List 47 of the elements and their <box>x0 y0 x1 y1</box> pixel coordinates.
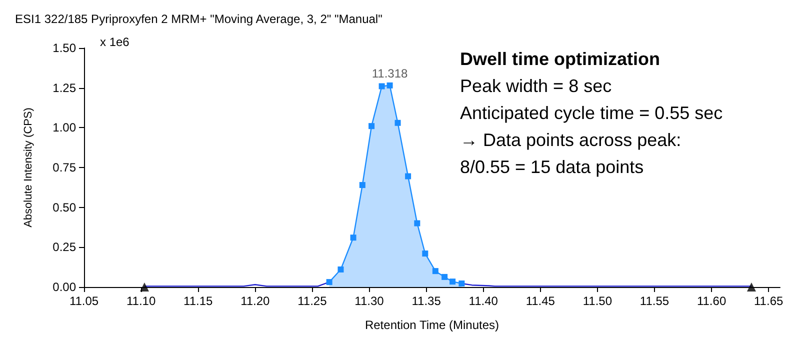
point <box>422 250 428 257</box>
point <box>450 278 456 285</box>
x-tick-label: 11.45 <box>526 294 556 308</box>
x-tick-label: 11.15 <box>184 294 213 308</box>
point <box>140 282 149 292</box>
y-tick-label: 1.00 <box>52 120 76 135</box>
x-tick-label: 11.50 <box>582 294 612 308</box>
chart-title: ESI1 322/185 Pyriproxyfen 2 MRM+ "Moving Average, 3, 2" "Manual" <box>15 12 382 26</box>
x-tick-label: 11.35 <box>412 294 442 308</box>
annotation: 11.318 <box>372 66 408 80</box>
point <box>458 280 465 286</box>
annotation: → Data points across peak: <box>460 130 682 150</box>
annotation: Anticipated cycle time = 0.55 sec <box>460 103 723 123</box>
point <box>338 266 344 272</box>
point <box>386 82 393 88</box>
y-tick-label: 0.25 <box>52 240 76 254</box>
point <box>394 120 401 126</box>
point <box>746 282 756 292</box>
x-tick-label: 11.20 <box>240 294 270 308</box>
x-tick-label: 11.60 <box>696 294 726 308</box>
point <box>432 268 438 274</box>
x-tick-label: 11.10 <box>126 294 156 308</box>
x-tick-label: 11.55 <box>640 294 670 308</box>
point <box>350 234 356 241</box>
x-tick-label: 11.40 <box>468 294 498 308</box>
x-tick-label: 11.25 <box>298 294 328 308</box>
point <box>326 279 332 286</box>
x-tick-label: 11.65 <box>754 294 784 308</box>
y-tick-label: 0.75 <box>52 160 76 174</box>
y-tick-label: 1.50 <box>52 41 76 55</box>
point <box>359 182 366 188</box>
annotation: Peak width = 8 sec <box>460 76 612 96</box>
point <box>414 220 420 226</box>
y-tick-label: 0.50 <box>52 200 76 214</box>
y-tick-label: 1.25 <box>52 80 76 95</box>
y-tick-label: 0.00 <box>52 280 76 294</box>
x-tick-label: 11.05 <box>69 294 99 308</box>
annotation: Dwell time optimization <box>460 49 660 69</box>
point <box>442 274 448 280</box>
x-tick-label: 11.30 <box>354 294 384 308</box>
point <box>378 83 385 90</box>
annotation: 8/0.55 = 15 data points <box>460 157 644 177</box>
point <box>405 173 412 180</box>
y-axis-title: Absolute Intensity (CPS) <box>22 108 34 228</box>
annotation: x 1e6 <box>100 35 130 49</box>
point <box>368 123 375 130</box>
x-axis-title: Retention Time (Minutes) <box>364 318 500 332</box>
